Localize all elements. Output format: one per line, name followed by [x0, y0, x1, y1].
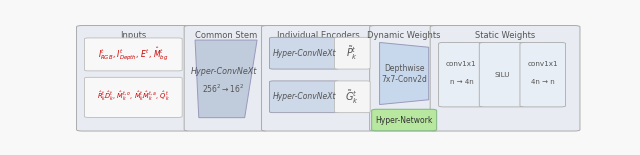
FancyBboxPatch shape — [438, 42, 484, 107]
Text: Dynamic Weights: Dynamic Weights — [367, 31, 441, 40]
FancyBboxPatch shape — [335, 81, 370, 113]
Text: 4n → n: 4n → n — [531, 79, 555, 85]
Text: Hyper-Network: Hyper-Network — [376, 116, 433, 125]
Text: Hyper-ConvNeXt: Hyper-ConvNeXt — [273, 49, 336, 58]
FancyBboxPatch shape — [335, 37, 370, 69]
Text: $\hat{R}_{k}^{t}\hat{D}_{k}^{t}$, $\hat{M}_{k}^{t,o}$, $\hat{M}_{k}^{t}\hat{M}_{: $\hat{R}_{k}^{t}\hat{D}_{k}^{t}$, $\hat{… — [97, 90, 170, 103]
Text: Hyper-ConvNeXt: Hyper-ConvNeXt — [273, 92, 336, 101]
Text: $\tilde{G}_{k}^{t}$: $\tilde{G}_{k}^{t}$ — [346, 88, 359, 106]
FancyBboxPatch shape — [84, 38, 182, 71]
FancyBboxPatch shape — [269, 37, 339, 69]
Text: Hyper-ConvNeXt: Hyper-ConvNeXt — [191, 67, 257, 76]
Text: SiLU: SiLU — [494, 72, 510, 78]
Polygon shape — [195, 40, 257, 118]
FancyBboxPatch shape — [184, 26, 268, 131]
Text: Static Weights: Static Weights — [475, 31, 535, 40]
FancyBboxPatch shape — [262, 26, 375, 131]
FancyBboxPatch shape — [269, 81, 339, 113]
FancyBboxPatch shape — [84, 77, 182, 117]
Text: Common Stem: Common Stem — [195, 31, 257, 40]
Text: $\tilde{P}_{k}^{t}$: $\tilde{P}_{k}^{t}$ — [346, 44, 358, 62]
FancyBboxPatch shape — [520, 42, 566, 107]
Polygon shape — [380, 42, 429, 104]
Text: Inputs: Inputs — [120, 31, 147, 40]
Text: conv1x1: conv1x1 — [527, 60, 558, 66]
FancyBboxPatch shape — [430, 26, 580, 131]
FancyBboxPatch shape — [370, 26, 438, 131]
Text: Individual Encoders: Individual Encoders — [277, 31, 360, 40]
Text: Depthwise
7x7-Conv2d: Depthwise 7x7-Conv2d — [381, 64, 427, 84]
FancyBboxPatch shape — [77, 26, 190, 131]
Text: n → 4n: n → 4n — [449, 79, 474, 85]
Text: $256^{2} \rightarrow 16^{2}$: $256^{2} \rightarrow 16^{2}$ — [202, 82, 244, 95]
FancyBboxPatch shape — [479, 42, 525, 107]
Text: conv1x1: conv1x1 — [446, 60, 477, 66]
Text: $I_{RGB}^{t}$, $I_{Depth}^{t}$, $E^{t}$, $\hat{M}_{bg}^{t}$: $I_{RGB}^{t}$, $I_{Depth}^{t}$, $E^{t}$,… — [98, 45, 168, 63]
FancyBboxPatch shape — [372, 109, 436, 131]
